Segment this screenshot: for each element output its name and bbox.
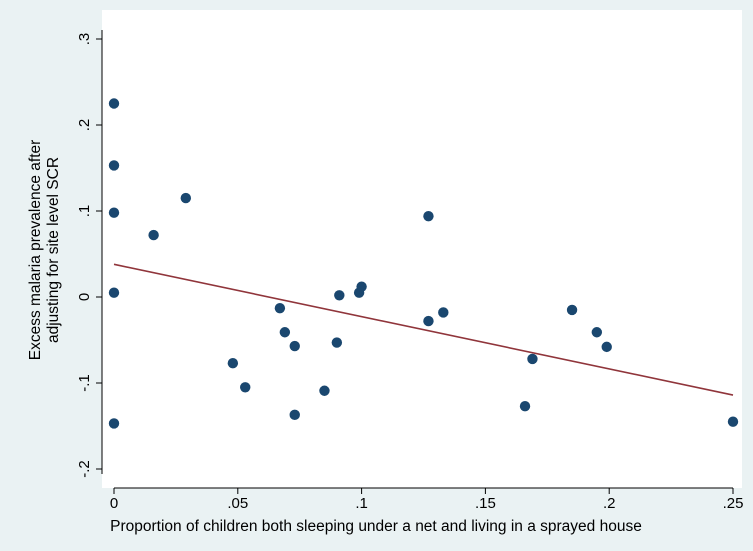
- data-point: [108, 160, 120, 171]
- y-ticks: -.2 -.1 0 .1 .2 .3: [76, 33, 102, 478]
- data-point: [527, 353, 538, 365]
- y-tick-label: .1: [76, 205, 93, 218]
- data-point: [331, 337, 343, 348]
- data-point: [227, 358, 239, 369]
- data-point: [423, 210, 434, 222]
- y-axis-title-line1: Excess malaria prevalence after: [27, 140, 44, 361]
- y-tick-label: 0: [76, 293, 93, 301]
- y-tick-label: -.2: [76, 460, 93, 478]
- data-point: [334, 290, 345, 301]
- data-point: [108, 207, 120, 218]
- data-point: [356, 281, 367, 292]
- data-point: [240, 382, 251, 393]
- plot-area: [102, 10, 742, 488]
- data-point: [423, 315, 434, 327]
- x-tick-label: .05: [227, 495, 248, 512]
- data-point: [727, 416, 739, 427]
- y-tick-label: .2: [76, 119, 93, 132]
- data-point: [566, 304, 578, 316]
- x-tick-label: 0: [110, 495, 118, 512]
- y-tick-label: .3: [76, 33, 93, 46]
- data-point: [519, 401, 531, 412]
- x-tick-label: .15: [475, 495, 496, 512]
- y-tick-label: -.1: [76, 374, 93, 392]
- data-point: [180, 192, 192, 204]
- fit-line: [113, 263, 734, 396]
- x-tick-label: .2: [603, 495, 616, 512]
- fit-line-group: [113, 263, 734, 396]
- x-tick-label: .25: [723, 495, 744, 512]
- data-point: [148, 229, 159, 241]
- data-point: [279, 327, 291, 338]
- axes: [101, 30, 733, 489]
- data-point: [601, 341, 612, 353]
- x-tick-label: .1: [355, 495, 368, 512]
- data-point: [591, 327, 603, 338]
- data-point: [274, 302, 286, 314]
- data-points: [108, 98, 739, 429]
- data-point: [108, 418, 120, 429]
- data-point: [289, 340, 300, 352]
- data-point: [108, 287, 120, 298]
- y-axis-title-line2: adjusting for site level SCR: [45, 157, 62, 343]
- data-point: [108, 98, 120, 109]
- data-point: [438, 307, 449, 318]
- data-point: [289, 409, 300, 421]
- data-point: [319, 385, 330, 396]
- x-ticks: 0 .05 .1 .15 .2 .25: [110, 488, 744, 512]
- x-axis-title: Proportion of children both sleeping und…: [110, 518, 642, 535]
